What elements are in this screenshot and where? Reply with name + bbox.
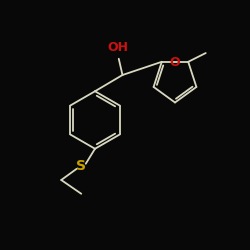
Text: OH: OH: [107, 41, 128, 54]
Text: O: O: [170, 56, 180, 68]
Text: S: S: [76, 159, 86, 173]
